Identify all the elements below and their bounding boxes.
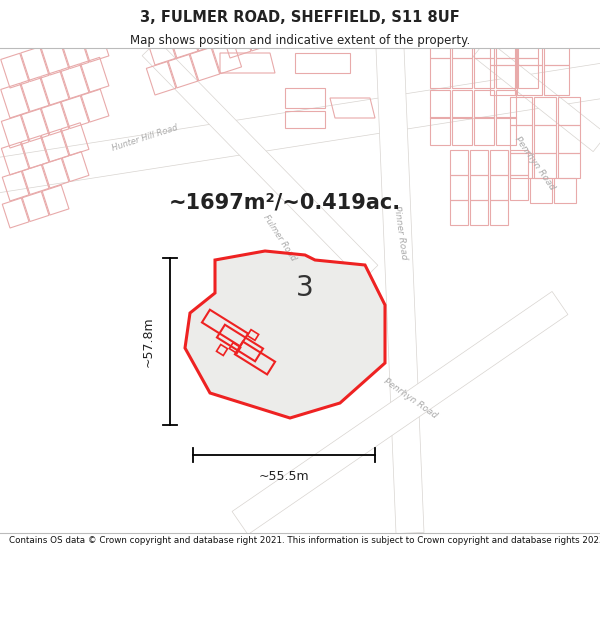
Text: Fulmer Road: Fulmer Road (262, 213, 298, 262)
Polygon shape (376, 48, 424, 534)
Text: Penrhyn Road: Penrhyn Road (382, 376, 439, 420)
Text: Pinner Road: Pinner Road (392, 206, 408, 261)
Text: 3, FULMER ROAD, SHEFFIELD, S11 8UF: 3, FULMER ROAD, SHEFFIELD, S11 8UF (140, 9, 460, 24)
Text: ~55.5m: ~55.5m (259, 471, 310, 484)
Text: Contains OS data © Crown copyright and database right 2021. This information is : Contains OS data © Crown copyright and d… (9, 536, 600, 545)
Text: ~57.8m: ~57.8m (142, 316, 155, 367)
Polygon shape (0, 61, 600, 195)
Polygon shape (473, 39, 600, 152)
Polygon shape (232, 291, 568, 534)
Text: Map shows position and indicative extent of the property.: Map shows position and indicative extent… (130, 34, 470, 47)
Text: Hunter Hill Road: Hunter Hill Road (111, 123, 179, 153)
Text: ~1697m²/~0.419ac.: ~1697m²/~0.419ac. (169, 193, 401, 213)
Text: 3: 3 (296, 274, 314, 302)
Polygon shape (142, 40, 378, 281)
Text: Penrhyn Road: Penrhyn Road (513, 134, 557, 191)
Polygon shape (185, 251, 385, 418)
